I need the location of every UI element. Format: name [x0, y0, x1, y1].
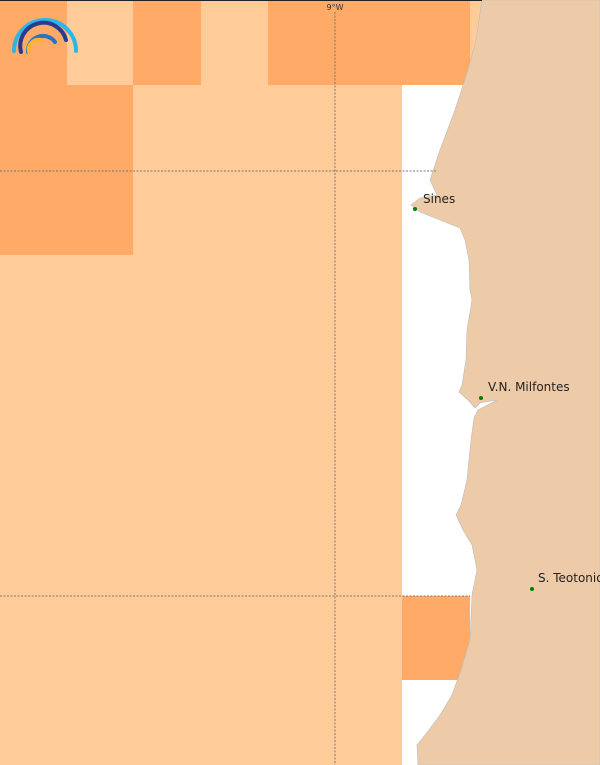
land-portugal — [410, 0, 600, 765]
place-label: V.N. Milfontes — [488, 380, 570, 394]
place-sines[interactable]: Sines — [413, 192, 455, 211]
grid-cell — [0, 85, 133, 255]
grid-cell — [402, 596, 470, 680]
place-label: Sines — [423, 192, 455, 206]
place-marker — [413, 207, 417, 211]
rainbow-logo-icon — [12, 18, 78, 54]
place-marker — [479, 396, 483, 400]
grid-cell — [133, 0, 201, 85]
place-vn-milfontes[interactable]: V.N. Milfontes — [479, 380, 570, 400]
grid-cell — [268, 0, 470, 85]
place-s-teotonio[interactable]: S. Teotonio — [530, 571, 600, 591]
meridian-label: 9°W — [327, 3, 344, 12]
graticule — [0, 12, 470, 765]
place-marker — [530, 587, 534, 591]
grid-cells — [0, 0, 482, 765]
place-label: S. Teotonio — [538, 571, 600, 585]
